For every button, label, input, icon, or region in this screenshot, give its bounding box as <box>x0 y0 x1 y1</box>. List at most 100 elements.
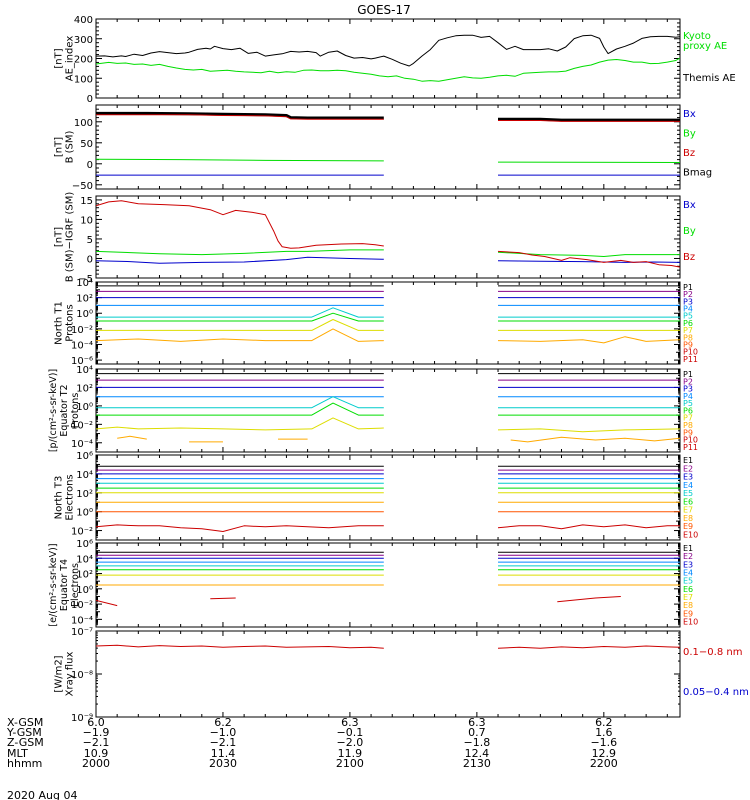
y-axis-label: B (SM)[nT] <box>54 130 76 163</box>
series-bx <box>96 256 384 264</box>
series-p7 <box>96 417 384 431</box>
y-tick-label: 0 <box>87 94 93 105</box>
series-group <box>96 34 680 82</box>
series-p8 <box>497 336 680 344</box>
series-by <box>497 251 680 257</box>
legend-item: P5 <box>683 399 693 408</box>
y-tick-label: 10⁰ <box>76 508 93 519</box>
y-tick-label: 10⁴ <box>76 554 93 565</box>
x-row-value: 0.7 <box>468 726 486 739</box>
legend-item: Themis AE <box>682 73 736 84</box>
legend-item: P4 <box>683 392 693 401</box>
legend-item: Bz <box>683 148 695 159</box>
legend-item: By <box>683 226 696 237</box>
panel-frame <box>95 104 681 190</box>
y-tick-label: 10⁻⁷ <box>71 627 93 638</box>
series-p8 <box>96 328 384 342</box>
x-row-value: −2.1 <box>83 736 110 749</box>
x-row-value: 6.0 <box>87 716 105 729</box>
y-tick-label: 15 <box>80 196 93 207</box>
series-e10 <box>497 524 680 530</box>
legend-item: E4 <box>683 569 693 578</box>
legend-item: P6 <box>683 319 693 328</box>
legend-item: P6 <box>683 406 693 415</box>
legend-item: E3 <box>683 473 693 482</box>
y-tick-label: 10⁴ <box>76 470 93 481</box>
series-bz <box>498 120 680 122</box>
plot-title: GOES-17 <box>357 3 411 17</box>
legend-item: P1 <box>683 283 693 292</box>
legend-item: E6 <box>683 497 693 506</box>
series-e10 <box>210 597 236 600</box>
y-tick-label: 10 <box>80 215 93 226</box>
y-tick-label: 5 <box>87 235 93 246</box>
series-0-1-0-8-nm <box>96 644 384 649</box>
series-group <box>96 285 680 344</box>
y-axis-label-line: Protons <box>70 393 81 429</box>
series-p6 <box>96 312 384 322</box>
legend-item: E2 <box>683 552 693 561</box>
series-group <box>96 200 680 268</box>
y-tick-label: 10⁻² <box>71 527 93 538</box>
legend-item: E5 <box>683 489 693 498</box>
series-e10 <box>96 599 118 607</box>
legend-item: P11 <box>683 443 698 452</box>
y-tick-label: 10⁶ <box>76 451 93 462</box>
series-p7 <box>497 428 680 433</box>
x-row-label: Y-GSM <box>6 726 42 739</box>
y-axis-label-line: [nT] <box>54 227 65 247</box>
y-tick-label: 10² <box>76 570 93 581</box>
x-row-value: −1.9 <box>83 726 110 739</box>
y-tick-label: 10⁻² <box>71 420 93 431</box>
y-tick-label: 50 <box>80 139 93 150</box>
y-axis-label-line: [W/m2] <box>54 655 65 692</box>
legend-item: E9 <box>683 522 693 531</box>
series-bz <box>497 250 680 268</box>
y-axis-label-line: Equator T2 <box>59 384 70 436</box>
legend-item: P2 <box>683 377 693 386</box>
x-row-value: −1.6 <box>590 736 617 749</box>
legend-item: P4 <box>683 305 693 314</box>
legend-item: E8 <box>683 514 693 523</box>
x-row-value: 2030 <box>209 757 237 770</box>
x-row-value: −1.0 <box>210 726 237 739</box>
x-row-value: 11.9 <box>338 747 363 760</box>
x-row-value: 6.2 <box>595 716 613 729</box>
y-tick-label: 10² <box>76 383 93 394</box>
series-by <box>96 249 384 256</box>
x-row-value: 2200 <box>590 757 618 770</box>
series-p5 <box>96 307 384 318</box>
x-row-label: Z-GSM <box>7 736 44 749</box>
legend-item: E10 <box>683 531 698 540</box>
y-axis-label-line: Electrons <box>70 563 81 607</box>
y-axis-label-line: B (SM)−IGRF (SM) <box>65 192 76 283</box>
series-bmag <box>498 117 680 122</box>
y-tick-label: 400 <box>74 15 93 26</box>
x-row-value: −2.1 <box>210 736 237 749</box>
y-tick-label: −50 <box>72 181 93 192</box>
legend-item: P7 <box>683 414 693 423</box>
x-row-value: −1.8 <box>464 736 491 749</box>
series-bz <box>96 200 384 249</box>
legend-item: E4 <box>683 481 693 490</box>
y-tick-label: 10² <box>76 489 93 500</box>
legend-item: E7 <box>683 593 693 602</box>
legend-item: E9 <box>683 609 693 618</box>
x-row-value: 6.3 <box>468 716 486 729</box>
y-tick-label: 10⁻² <box>71 600 93 611</box>
y-axis-label-line: North T1 <box>54 301 65 345</box>
series-group <box>96 551 680 607</box>
panel-frame <box>95 454 681 541</box>
y-tick-label: 10² <box>76 294 93 305</box>
y-tick-label: 10⁰ <box>76 585 93 596</box>
series-bx <box>497 260 680 263</box>
y-tick-label: 10⁰ <box>76 309 93 320</box>
series-p8 <box>117 435 147 440</box>
series-by <box>96 158 384 162</box>
y-tick-label: 10⁴ <box>76 365 93 376</box>
legend-item: E7 <box>683 506 693 515</box>
